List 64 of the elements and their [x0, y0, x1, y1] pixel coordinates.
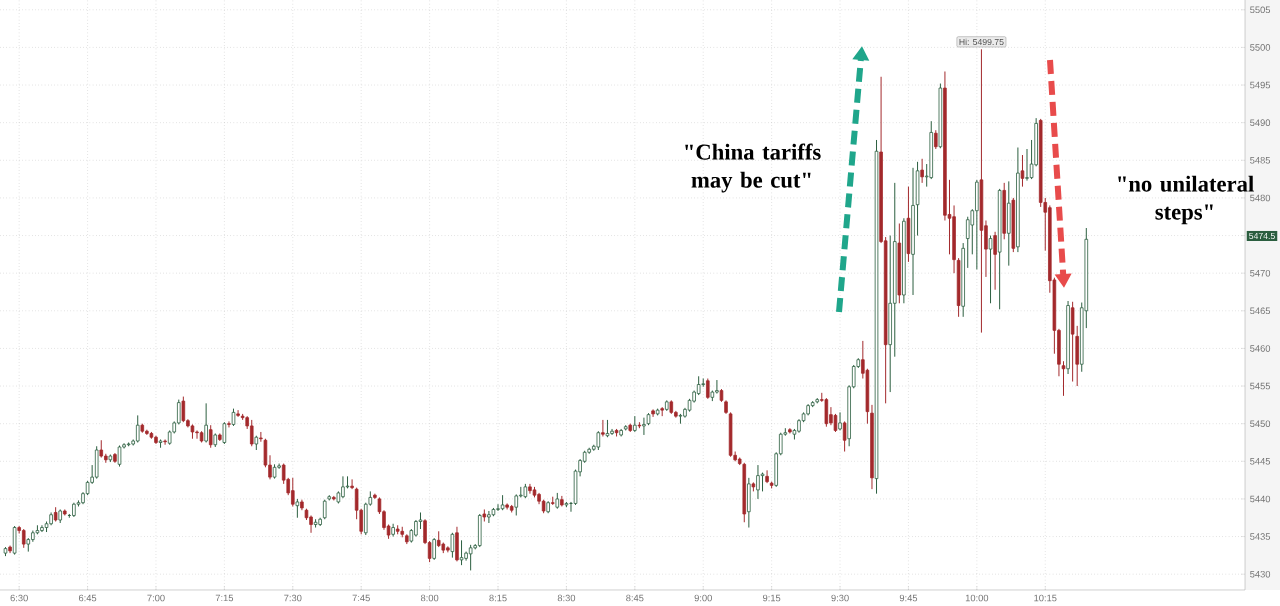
candlestick [222, 421, 227, 445]
x-tick-label: 8:15 [489, 594, 507, 602]
candlestick [227, 420, 231, 428]
y-tick-label: 5495 [1250, 81, 1271, 89]
candlestick [21, 528, 26, 549]
y-tick-label: 5435 [1250, 533, 1271, 540]
candlestick [706, 378, 710, 400]
y-tick-label: 5430 [1250, 570, 1271, 578]
x-tick-label: 7:30 [284, 594, 302, 602]
y-tick-label: 5450 [1250, 420, 1271, 427]
candlestick [601, 419, 605, 437]
candlestick [322, 499, 327, 520]
x-tick-label: 9:15 [762, 594, 781, 602]
x-tick-label: 8:30 [557, 594, 576, 602]
candlestick [459, 539, 464, 566]
y-tick-label: 5500 [1250, 44, 1271, 51]
x-tick-label: 8:00 [420, 594, 439, 602]
y-tick-label: 5445 [1250, 458, 1271, 465]
y-tick-label: 5455 [1250, 382, 1271, 390]
candlestick [468, 544, 473, 571]
candlestick [765, 469, 769, 484]
y-tick-label: 5505 [1250, 6, 1271, 14]
candlestick [208, 424, 213, 449]
y-tick-label: 5465 [1250, 307, 1271, 315]
x-tick-label: 9:00 [694, 594, 712, 602]
candlestick [350, 478, 354, 490]
x-tick-label: 6:45 [78, 594, 97, 602]
candlestick [249, 419, 254, 447]
candlestick [450, 532, 455, 559]
candlestick [204, 402, 208, 443]
annotation: Hi: 5499.75 [959, 38, 1004, 46]
candlestick [1020, 154, 1025, 188]
candlestick [487, 510, 491, 524]
x-tick-label: 9:45 [899, 594, 918, 602]
x-tick-label: 10:15 [1034, 594, 1057, 602]
candlestick [596, 430, 601, 451]
y-tick-label: 5485 [1250, 157, 1271, 164]
x-tick-label: 7:15 [215, 594, 234, 602]
candlestick [514, 493, 519, 516]
candlestick [993, 231, 997, 291]
candlestick [181, 396, 186, 423]
annotation: "China tariffs may be cut" [685, 143, 821, 193]
y-tick-label: 5440 [1250, 495, 1271, 503]
candlestick [432, 537, 436, 561]
candlestick [236, 409, 240, 418]
candlestick [920, 158, 924, 184]
candlestick [934, 129, 938, 150]
x-tick-label: 7:45 [352, 594, 370, 602]
candlestick [988, 235, 993, 304]
y-tick-label: 5480 [1250, 194, 1271, 202]
y-tick-label: 5460 [1250, 345, 1271, 352]
x-tick-label: 8:45 [626, 594, 644, 602]
text: 5474.5 [1249, 232, 1275, 240]
candlestick [117, 445, 122, 468]
y-tick-label: 5470 [1250, 269, 1271, 277]
x-tick-label: 7:00 [147, 594, 165, 602]
candlestick [842, 420, 847, 453]
x-tick-label: 9:30 [831, 594, 849, 602]
candlestick [295, 498, 300, 519]
x-tick-label: 10:00 [965, 594, 989, 602]
x-tick-label: 6:30 [10, 594, 28, 602]
y-tick-label: 5490 [1250, 119, 1271, 126]
candlestick [163, 438, 167, 446]
candlestick [135, 414, 140, 443]
